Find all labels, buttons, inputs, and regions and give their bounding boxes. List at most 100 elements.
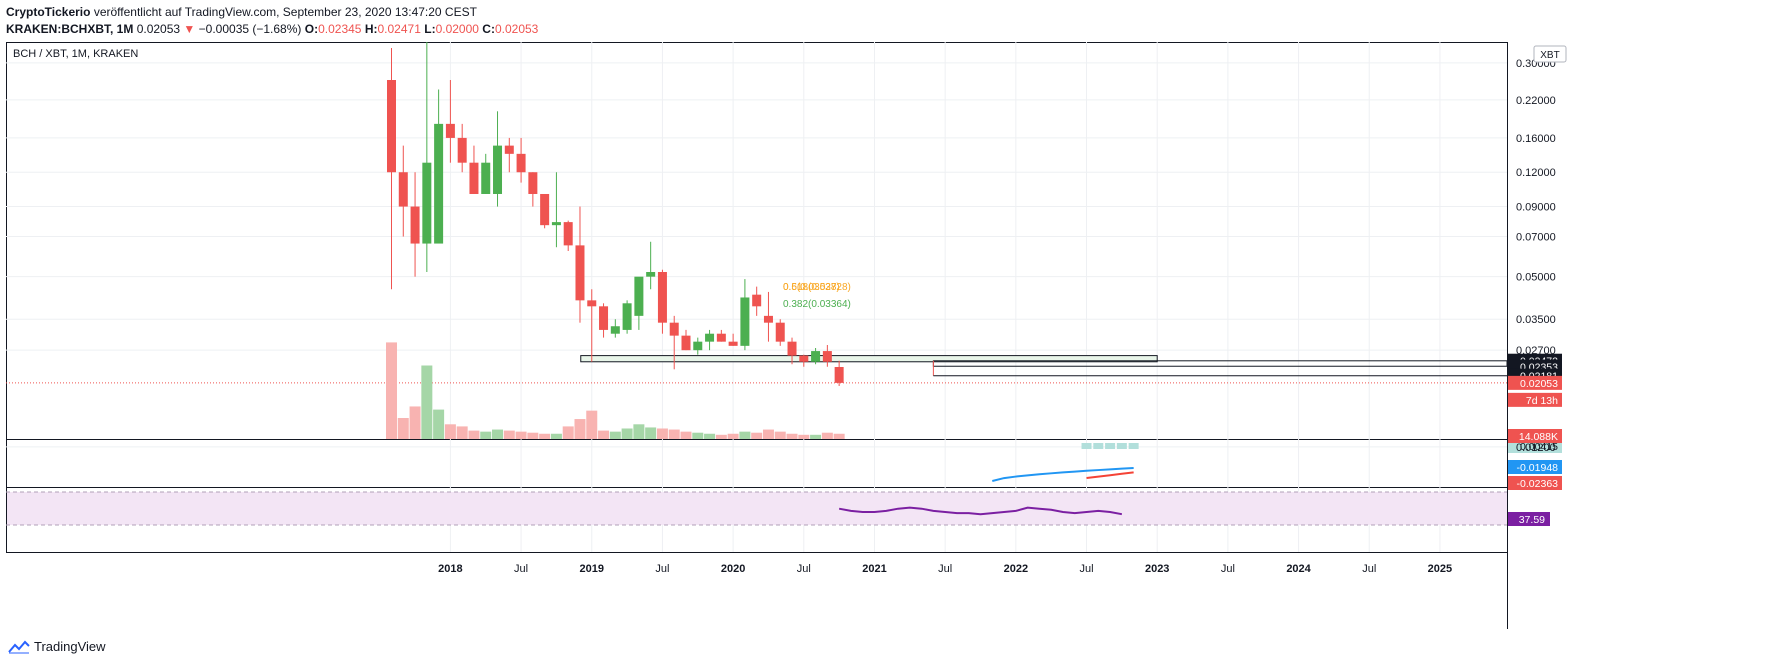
ohlc-bar: KRAKEN:BCHXBT, 1M 0.02053 ▼ −0.00035 (−1… bbox=[6, 22, 538, 36]
macd-value-bg bbox=[1508, 460, 1562, 474]
candle-body bbox=[563, 222, 573, 246]
time-tick-label: 2018 bbox=[438, 563, 462, 575]
volume-bar bbox=[715, 434, 727, 439]
volume-bar bbox=[810, 434, 822, 439]
currency-badge-label: XBT bbox=[1540, 50, 1559, 61]
volume-bar bbox=[739, 431, 751, 439]
close-value: 0.02053 bbox=[494, 22, 539, 36]
macd-value-label: -0.02363 bbox=[1517, 478, 1559, 490]
price-chart[interactable]: 0.618(0.03728)0.5(0.03528) 0.382(0.03364)… bbox=[6, 42, 1779, 629]
volume-bar bbox=[574, 419, 586, 439]
candle-body bbox=[434, 123, 444, 244]
candle-body bbox=[387, 80, 396, 173]
time-tick-label: 2024 bbox=[1286, 563, 1311, 575]
volume-bar bbox=[433, 409, 445, 439]
volume-bar bbox=[386, 342, 397, 439]
volume-bar bbox=[727, 433, 739, 439]
down-arrow-icon: ▼ bbox=[183, 22, 196, 36]
time-tick-label: Jul bbox=[655, 563, 669, 575]
volume-bar bbox=[586, 410, 598, 439]
candle-body bbox=[752, 294, 762, 307]
macd-histogram-bar bbox=[1081, 443, 1092, 449]
volume-bar bbox=[692, 432, 704, 439]
volume-bar bbox=[704, 433, 716, 439]
time-tick-label: Jul bbox=[938, 563, 952, 575]
time-tick-label: 2023 bbox=[1145, 563, 1169, 575]
macd-histogram-bar bbox=[1128, 443, 1139, 449]
volume-bar bbox=[680, 431, 692, 439]
low-label: L: bbox=[424, 22, 436, 36]
fib-level-label: 0.382(0.03364) bbox=[783, 299, 851, 310]
candle-body bbox=[528, 172, 538, 194]
candle-body bbox=[705, 333, 715, 342]
price-label-bg bbox=[1508, 392, 1562, 407]
publish-info: CryptoTickerio veröffentlicht auf Tradin… bbox=[6, 5, 477, 19]
candle-body bbox=[445, 123, 455, 138]
candle-body bbox=[693, 341, 703, 351]
candle-body bbox=[669, 322, 679, 336]
price-label: 14.088K bbox=[1519, 431, 1558, 443]
volume-bar bbox=[456, 426, 468, 439]
volume-bar bbox=[562, 426, 574, 439]
last-price: 0.02053 bbox=[136, 22, 181, 36]
macd-value-label: 0.00415 bbox=[1520, 441, 1558, 453]
fib-level-label: 0.5(0.03528) bbox=[783, 282, 840, 293]
rsi-value-label: 37.59 bbox=[1519, 514, 1545, 526]
candle-body bbox=[516, 153, 526, 173]
candle-body bbox=[481, 162, 491, 194]
price-label: 7d 13h bbox=[1526, 395, 1558, 407]
time-tick-label: 2019 bbox=[580, 563, 604, 575]
volume-bar bbox=[492, 429, 504, 439]
candle-body bbox=[398, 172, 408, 207]
price-tick-label: 0.09000 bbox=[1516, 202, 1556, 214]
footer: TradingView bbox=[8, 639, 106, 654]
candle-body bbox=[799, 355, 809, 362]
rsi-line bbox=[838, 506, 1123, 516]
volume-bar bbox=[550, 433, 562, 439]
candle-body bbox=[775, 322, 785, 342]
time-tick-label: Jul bbox=[1079, 563, 1093, 575]
volume-bar bbox=[645, 427, 657, 439]
volume-bar bbox=[621, 428, 633, 439]
candle-body bbox=[599, 306, 609, 330]
time-tick-label: 2021 bbox=[862, 563, 886, 575]
candle-body bbox=[622, 303, 632, 330]
volume-bar bbox=[656, 428, 668, 439]
volume-bar bbox=[798, 434, 810, 439]
volume-bar bbox=[444, 424, 456, 439]
volume-bar bbox=[515, 431, 527, 439]
time-tick-label: Jul bbox=[797, 563, 811, 575]
chart-frame[interactable]: 0.618(0.03728) 0.5(0.03528) 0.382(0.03364)… bbox=[6, 42, 1779, 629]
volume-bar bbox=[421, 365, 433, 439]
support-zone-upper bbox=[580, 355, 1158, 363]
candle-body bbox=[457, 137, 467, 163]
candle-body bbox=[540, 193, 550, 226]
time-tick-label: 2020 bbox=[721, 563, 745, 575]
volume-bar bbox=[539, 433, 551, 439]
price-tick-label: 0.12000 bbox=[1516, 167, 1556, 179]
publish-text: veröffentlicht auf TradingView.com, Sept… bbox=[93, 5, 477, 19]
author-name[interactable]: CryptoTickerio bbox=[6, 5, 91, 19]
symbol-label: KRAKEN:BCHXBT, 1M bbox=[6, 22, 134, 36]
fib-level-label: 0.618(0.03728) bbox=[783, 282, 851, 293]
candle-body bbox=[575, 245, 585, 301]
rsi-value-bg bbox=[1508, 512, 1550, 526]
price-tick-label: 0.05000 bbox=[1516, 272, 1556, 284]
time-tick-label: Jul bbox=[1221, 563, 1235, 575]
volume-bar bbox=[774, 431, 786, 439]
currency-badge[interactable]: XBT bbox=[1533, 45, 1567, 63]
candle-body bbox=[728, 341, 738, 346]
open-value: 0.02345 bbox=[318, 22, 362, 36]
volume-bar bbox=[833, 433, 845, 439]
volume-bar bbox=[503, 430, 515, 439]
candle-body bbox=[740, 297, 750, 346]
time-tick-label: 2022 bbox=[1004, 563, 1028, 575]
footer-brand[interactable]: TradingView bbox=[34, 639, 106, 654]
price-tick-label: 0.01200 bbox=[1516, 442, 1556, 454]
macd-signal-line bbox=[1086, 471, 1134, 479]
candle-body bbox=[469, 162, 479, 194]
volume-bar bbox=[409, 406, 421, 439]
time-tick-label: Jul bbox=[514, 563, 528, 575]
volume-bar bbox=[762, 429, 774, 439]
change-value: −0.00035 (−1.68%) bbox=[198, 22, 302, 36]
